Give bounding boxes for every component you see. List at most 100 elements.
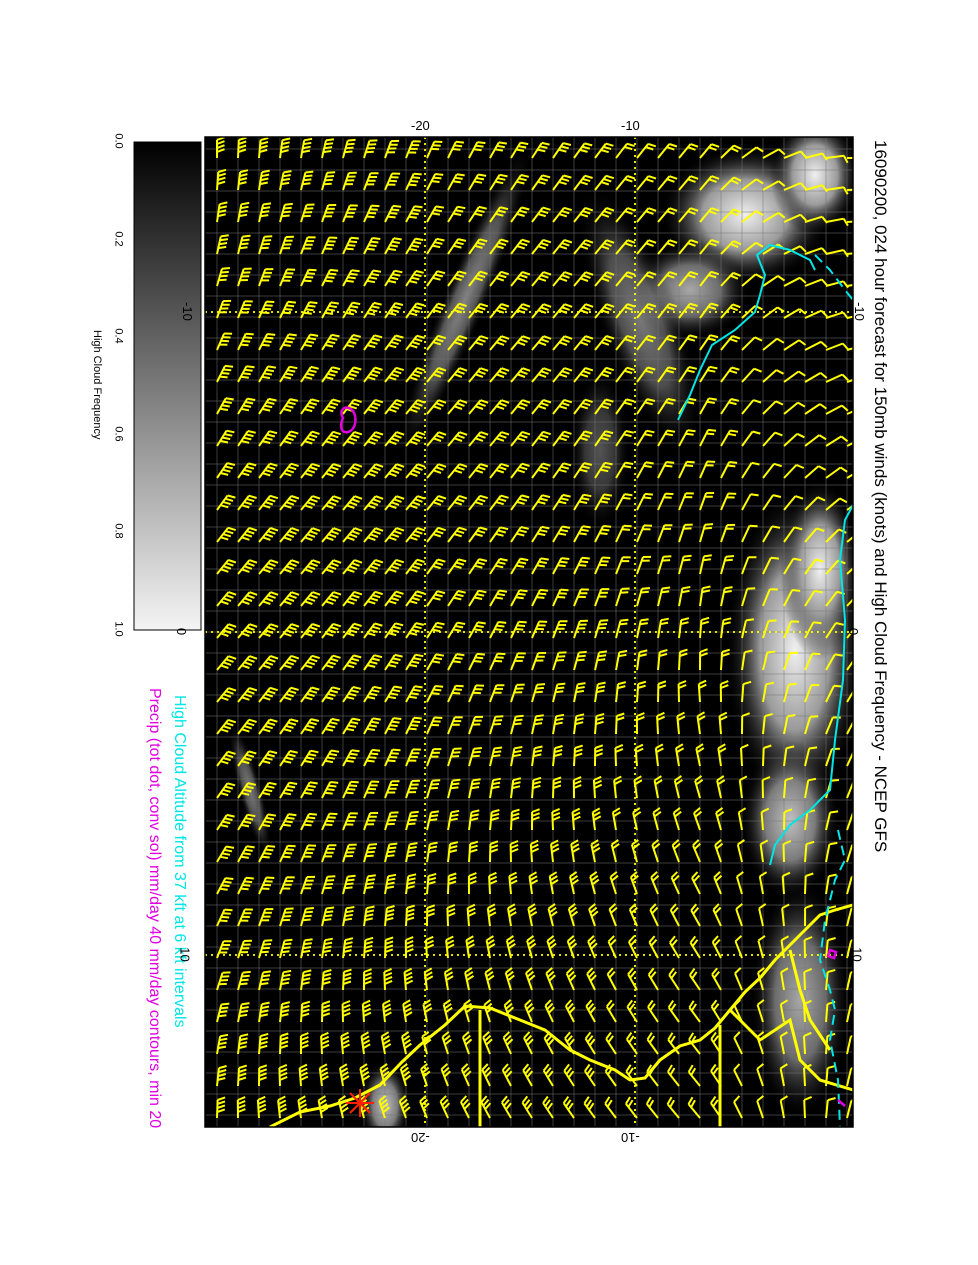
wind-barb-icon <box>678 648 688 671</box>
wind-barb-icon <box>342 937 354 959</box>
wind-barb-icon <box>447 238 467 255</box>
wind-barb-icon <box>667 1064 680 1087</box>
wind-barb-icon <box>279 268 296 287</box>
wind-barb-icon <box>447 684 464 703</box>
wind-barb-icon <box>657 586 671 607</box>
wind-barb-icon <box>678 207 699 223</box>
wind-barb-icon <box>695 743 705 767</box>
wind-barb-icon <box>342 843 357 863</box>
wind-barb-icon <box>737 807 747 831</box>
wind-barb-icon <box>237 687 258 703</box>
wind-barb-icon <box>804 904 813 927</box>
wind-barb-icon <box>489 715 504 735</box>
wind-barb-icon <box>667 1000 680 1023</box>
wind-barb-icon <box>510 652 526 671</box>
wind-barb-icon <box>508 871 518 895</box>
wind-barb-icon <box>216 397 234 415</box>
wind-barb-icon <box>783 589 801 607</box>
wind-barb-icon <box>633 775 643 799</box>
wind-barb-icon <box>258 781 277 799</box>
wind-barb-icon <box>699 648 708 671</box>
wind-barb-icon <box>321 812 338 831</box>
wind-barb-icon <box>525 967 536 991</box>
wind-barb-icon <box>636 334 656 351</box>
wind-barb-icon <box>604 1096 617 1119</box>
wind-barb-icon <box>657 397 676 415</box>
wind-barb-icon <box>804 621 822 639</box>
wind-barb-icon <box>300 268 317 287</box>
wind-barb-icon <box>653 775 663 799</box>
wind-barb-icon <box>552 462 572 479</box>
wind-barb-icon <box>279 969 292 991</box>
wind-barb-icon <box>783 150 807 159</box>
wind-barb-icon <box>720 586 733 607</box>
wind-barb-icon <box>594 174 615 191</box>
wind-barb-icon <box>594 398 614 415</box>
wind-barb-icon <box>510 367 531 383</box>
wind-barb-icon <box>216 364 234 383</box>
wind-barb-icon <box>736 839 745 863</box>
wind-barb-icon <box>693 807 703 831</box>
left-tick-label: -10 <box>179 302 195 321</box>
wind-barb-icon <box>627 967 638 991</box>
wind-barb-icon <box>656 711 666 735</box>
wind-barb-icon <box>636 303 657 319</box>
wind-barb-icon <box>279 300 296 319</box>
wind-barb-icon <box>699 365 718 383</box>
wind-barb-icon <box>321 906 335 927</box>
wind-barb-icon <box>426 205 445 223</box>
wind-barb-icon <box>279 750 298 767</box>
wind-barb-icon <box>657 239 678 255</box>
wind-barb-icon <box>321 171 336 191</box>
wind-barb-icon <box>711 935 722 959</box>
wind-barb-icon <box>757 967 765 991</box>
wind-barb-icon <box>606 967 617 991</box>
wind-barb-icon <box>279 938 293 959</box>
wind-barb-icon <box>300 430 320 447</box>
wind-barb-icon <box>363 654 383 671</box>
wind-barb-icon <box>756 999 765 1023</box>
wind-barb-icon <box>447 653 465 671</box>
wind-barb-icon <box>509 840 519 863</box>
wind-barb-icon <box>216 940 232 959</box>
wind-barb-icon <box>485 935 496 959</box>
wind-barb-icon <box>846 473 853 479</box>
wind-barb-icon <box>468 302 489 319</box>
wind-barb-icon <box>594 650 608 671</box>
wind-barb-icon <box>573 525 591 543</box>
wind-barb-icon <box>321 875 336 895</box>
wind-barb-icon <box>594 239 615 255</box>
wind-barb-icon <box>733 1031 743 1055</box>
wind-barb-icon <box>615 366 635 383</box>
wind-barb-icon <box>783 432 805 447</box>
wind-barb-icon <box>237 494 257 511</box>
wind-barb-icon <box>615 493 633 511</box>
wind-barb-icon <box>447 621 466 639</box>
wind-barb-icon <box>846 843 853 863</box>
wind-barb-icon <box>741 430 761 447</box>
wind-barb-icon <box>573 174 593 191</box>
wind-barb-icon <box>460 1095 471 1119</box>
wind-barb-icon <box>300 718 320 735</box>
wind-barb-icon <box>384 463 405 479</box>
wind-barb-icon <box>489 399 510 415</box>
wind-barb-icon <box>405 431 426 447</box>
wind-barb-icon <box>300 812 317 831</box>
wind-barb-icon <box>741 493 759 511</box>
wind-barb-icon <box>510 430 531 447</box>
wind-barb-icon <box>342 366 362 383</box>
wind-barb-icon <box>237 876 254 895</box>
wind-barb-icon <box>741 461 760 479</box>
wind-barb-icon <box>321 204 337 223</box>
wind-barb-icon <box>699 492 715 511</box>
wind-barb-icon <box>384 558 405 575</box>
wind-barb-icon <box>615 587 630 607</box>
wind-barb-icon <box>720 492 737 511</box>
wind-barb-icon <box>489 462 510 479</box>
wind-barb-icon <box>258 137 269 159</box>
wind-barb-icon <box>803 1095 812 1119</box>
wind-barb-icon <box>258 527 279 543</box>
wind-barb-icon <box>672 807 682 831</box>
wind-barb-icon <box>300 333 319 351</box>
